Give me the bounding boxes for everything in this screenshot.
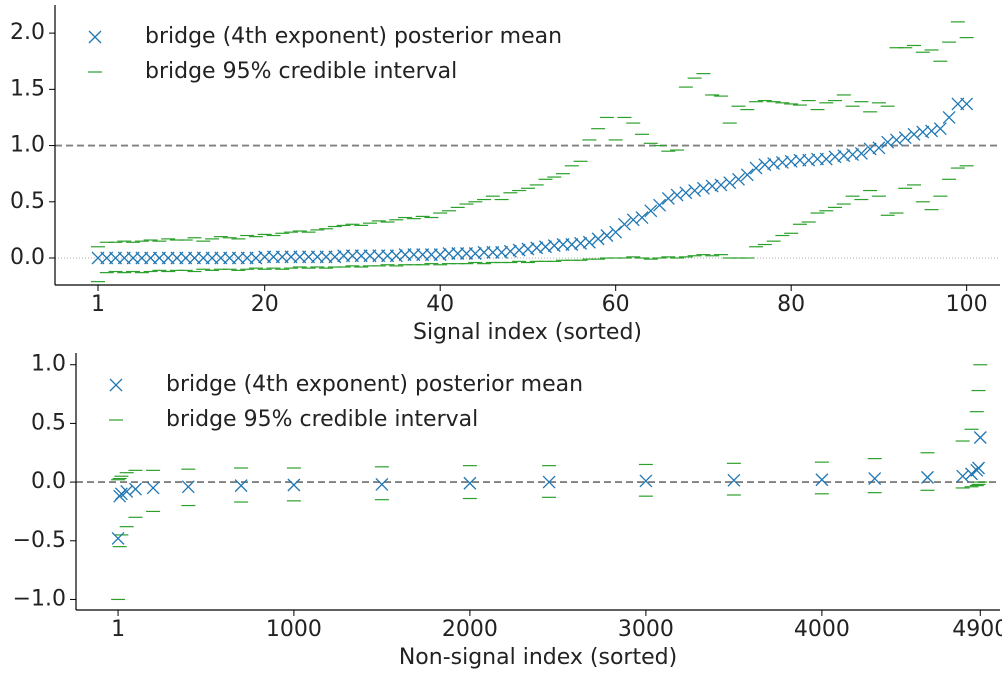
x-tick-label: 2000 — [442, 617, 498, 642]
mean-marker — [868, 472, 882, 486]
legend-label: bridge (4th exponent) posterior mean — [166, 372, 583, 397]
mean-marker — [881, 135, 895, 149]
mean-marker — [617, 217, 631, 231]
mean-marker — [942, 110, 956, 124]
mean-marker — [898, 131, 912, 145]
x-tick-label: 4900 — [952, 617, 1002, 642]
y-tick-label: 2.0 — [10, 20, 45, 45]
y-tick-label: −1.0 — [13, 586, 66, 611]
mean-marker — [542, 475, 556, 489]
mean-marker — [933, 122, 947, 136]
mean-marker — [973, 431, 987, 444]
x-tick-label: 1 — [111, 617, 125, 642]
mean-marker — [181, 480, 195, 494]
x-axis-label: Signal index (sorted) — [413, 320, 642, 345]
mean-marker — [723, 176, 737, 190]
x-tick-label: 1 — [91, 292, 105, 317]
x-tick-label: 100 — [946, 292, 988, 317]
mean-marker — [688, 184, 702, 198]
mean-marker — [670, 188, 684, 202]
mean-marker — [287, 478, 301, 492]
mean-marker — [960, 97, 974, 111]
mean-marker — [907, 127, 921, 141]
mean-marker — [661, 191, 675, 205]
x-tick-label: 3000 — [618, 617, 674, 642]
mean-marker — [815, 473, 829, 487]
mean-marker — [714, 178, 728, 192]
mean-marker — [146, 481, 160, 495]
y-tick-label: 0.5 — [10, 189, 45, 214]
mean-marker — [956, 469, 970, 483]
y-tick-label: −0.5 — [13, 528, 66, 553]
mean-marker — [591, 232, 605, 246]
subplot: 0.0 0.5 1.0 1.5 2.0 1 20 40 60 80 100 Signal index … — [10, 5, 1000, 345]
legend-marker — [109, 378, 123, 392]
mean-marker — [129, 482, 142, 496]
mean-marker — [600, 229, 614, 242]
y-tick-label: 1.0 — [31, 352, 66, 377]
mean-marker — [635, 211, 649, 224]
mean-marker — [890, 133, 903, 147]
mean-marker — [872, 141, 886, 155]
x-axis-label: Non-signal index (sorted) — [399, 645, 677, 670]
x-tick-label: 80 — [777, 292, 805, 317]
mean-marker — [375, 477, 389, 491]
mean-marker — [639, 474, 653, 488]
mean-marker — [854, 146, 868, 160]
mean-marker — [696, 181, 710, 195]
x-tick-label: 4000 — [794, 617, 850, 642]
y-tick-label: 0.0 — [31, 469, 66, 494]
mean-marker — [925, 124, 939, 138]
mean-marker — [749, 161, 763, 175]
y-tick-label: 0.5 — [31, 410, 66, 435]
mean-marker — [679, 186, 693, 200]
mean-marker — [921, 470, 934, 484]
y-tick-label: 1.5 — [10, 76, 45, 101]
subplot: −1.0 −0.5 0.0 0.5 1.0 1 1000 2000 3000 4000 4900 No… — [13, 352, 1002, 670]
x-tick-label: 1000 — [266, 617, 322, 642]
mean-marker — [582, 235, 596, 249]
mean-marker — [463, 476, 477, 490]
mean-marker — [740, 168, 754, 182]
mean-marker — [819, 152, 833, 166]
y-tick-label: 1.0 — [10, 133, 45, 158]
mean-marker — [234, 479, 248, 493]
legend-label: bridge (4th exponent) posterior mean — [145, 24, 562, 49]
mean-marker — [653, 198, 667, 212]
x-tick-label: 20 — [251, 292, 279, 317]
legend-marker — [88, 30, 102, 44]
mean-marker — [732, 172, 745, 186]
y-tick-label: 0.0 — [10, 245, 45, 270]
mean-marker — [727, 473, 741, 487]
legend-label: bridge 95% credible interval — [166, 407, 478, 432]
mean-marker — [111, 531, 125, 545]
x-tick-label: 60 — [602, 292, 630, 317]
mean-marker — [644, 204, 658, 218]
mean-marker — [626, 213, 640, 227]
mean-marker — [120, 485, 134, 498]
x-tick-label: 40 — [426, 292, 454, 317]
legend-label: bridge 95% credible interval — [145, 59, 457, 84]
mean-marker — [972, 461, 985, 475]
